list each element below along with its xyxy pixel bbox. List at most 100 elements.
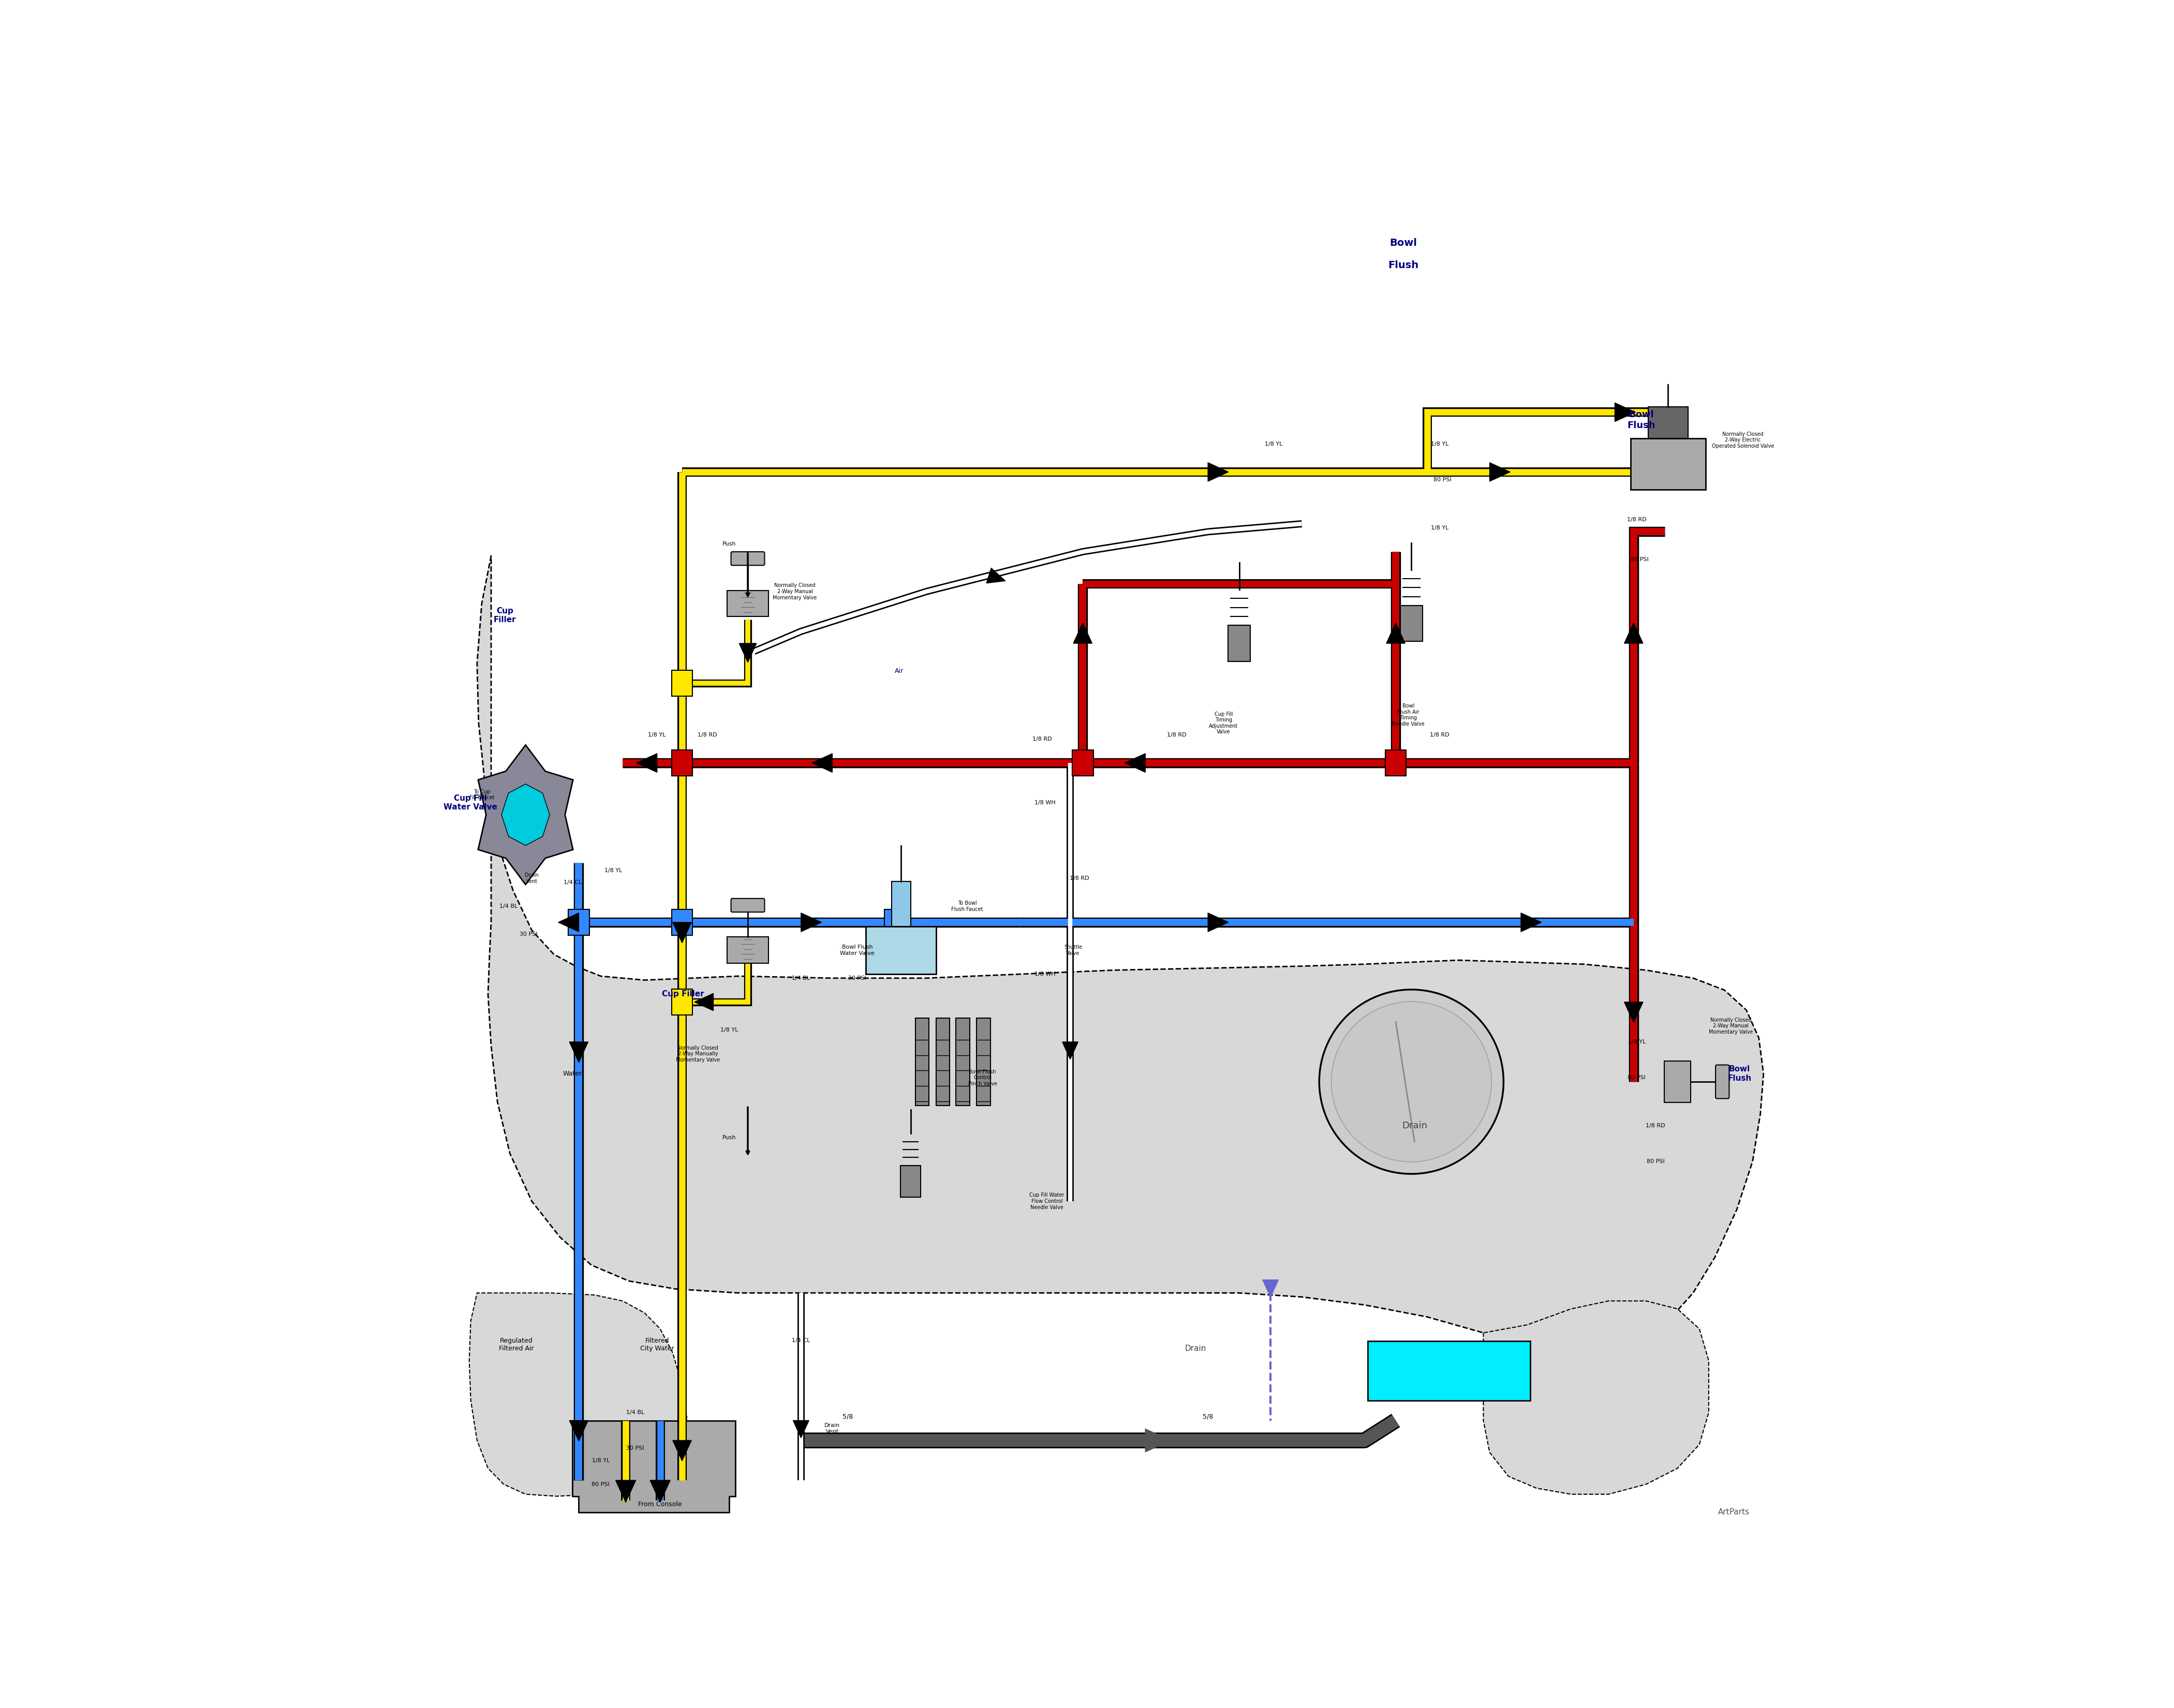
FancyBboxPatch shape (730, 898, 765, 912)
FancyBboxPatch shape (672, 909, 694, 936)
FancyBboxPatch shape (1072, 750, 1094, 775)
Bar (891, 881, 911, 926)
FancyBboxPatch shape (1715, 1064, 1728, 1098)
Text: Drain
Vent: Drain Vent (824, 1423, 839, 1435)
Polygon shape (1624, 1003, 1644, 1023)
Text: 80 PSI: 80 PSI (1646, 1158, 1665, 1165)
FancyBboxPatch shape (885, 909, 904, 936)
Text: Drain: Drain (1185, 1344, 1207, 1353)
Text: Bowl
Flush: Bowl Flush (1728, 1066, 1752, 1083)
Text: Shuttle
Valve: Shuttle Valve (1063, 945, 1083, 956)
Text: 1/4 BL: 1/4 BL (500, 904, 517, 909)
Polygon shape (794, 1421, 809, 1438)
FancyBboxPatch shape (672, 670, 694, 697)
FancyBboxPatch shape (672, 750, 694, 775)
Polygon shape (570, 1421, 589, 1442)
Text: 1/8 YL: 1/8 YL (591, 1457, 609, 1464)
Text: Normally Closed
2-Way Manually
Momentary Valve: Normally Closed 2-Way Manually Momentary… (676, 1045, 720, 1062)
Polygon shape (478, 745, 574, 885)
Polygon shape (1263, 1279, 1278, 1296)
FancyBboxPatch shape (1665, 1061, 1691, 1102)
Text: Normally Closed
2-Way Electric
Operated Solenoid Valve: Normally Closed 2-Way Electric Operated … (1711, 432, 1774, 449)
FancyBboxPatch shape (730, 552, 765, 565)
Bar (915, 1018, 928, 1105)
Polygon shape (739, 644, 757, 663)
Text: Bowl: Bowl (1389, 237, 1417, 248)
Text: 5/8: 5/8 (844, 1413, 852, 1419)
Text: 5/8: 5/8 (1202, 1413, 1213, 1419)
Circle shape (1320, 989, 1504, 1173)
Text: 30 PSI: 30 PSI (848, 975, 865, 980)
Polygon shape (559, 912, 578, 933)
Text: 1/8 WH: 1/8 WH (1035, 972, 1057, 977)
Polygon shape (637, 753, 657, 772)
Text: 1/4 BL: 1/4 BL (791, 975, 811, 980)
Polygon shape (1146, 1430, 1170, 1452)
Polygon shape (476, 555, 1763, 1349)
Polygon shape (572, 1421, 735, 1512)
Polygon shape (1483, 1301, 1709, 1494)
Text: 1/8 RD: 1/8 RD (1033, 736, 1052, 741)
Text: 1/4 CL: 1/4 CL (791, 1337, 811, 1344)
Text: 1/8 YL: 1/8 YL (1628, 1038, 1646, 1045)
Polygon shape (1063, 1042, 1078, 1059)
Text: 1/4 BL: 1/4 BL (626, 1409, 644, 1416)
Text: Air: Air (896, 668, 904, 675)
Polygon shape (672, 1440, 691, 1460)
Text: 1/8 YL: 1/8 YL (720, 1027, 737, 1033)
Polygon shape (1124, 753, 1146, 772)
Bar (976, 1018, 991, 1105)
Text: Water: Water (563, 1071, 583, 1078)
Text: 1/8 YL: 1/8 YL (1430, 441, 1448, 447)
Text: 1/8 RD: 1/8 RD (1430, 733, 1450, 738)
Text: 1/8 RD: 1/8 RD (698, 733, 717, 738)
Polygon shape (570, 1042, 589, 1062)
Text: 1/8 RD: 1/8 RD (1167, 733, 1187, 738)
Text: Regulated
Filtered Air: Regulated Filtered Air (498, 1337, 533, 1353)
Bar (900, 1165, 920, 1197)
Polygon shape (502, 784, 550, 845)
Text: Cup Fill Water
Flow Control
Needle Valve: Cup Fill Water Flow Control Needle Valve (1030, 1192, 1065, 1209)
Text: 1/8 RD: 1/8 RD (1070, 876, 1089, 881)
FancyBboxPatch shape (1385, 750, 1407, 775)
Text: 1/8 RD: 1/8 RD (1646, 1122, 1665, 1129)
Text: Filtered
City Water: Filtered City Water (639, 1337, 674, 1353)
Text: To Cup
Fill Faucet: To Cup Fill Faucet (470, 789, 493, 801)
Polygon shape (694, 994, 713, 1011)
Polygon shape (1489, 463, 1511, 482)
Bar (1630, 439, 1707, 490)
Text: 1/8 WH: 1/8 WH (1035, 799, 1057, 806)
Circle shape (1330, 1001, 1491, 1161)
Text: Bowl Flush
Water Valve: Bowl Flush Water Valve (839, 945, 874, 956)
Text: 80 PSI: 80 PSI (1630, 557, 1648, 562)
Text: 1/8 YL: 1/8 YL (1265, 441, 1283, 447)
Text: Cup
Filler: Cup Filler (493, 606, 515, 623)
Text: Flush: Flush (1389, 260, 1420, 270)
Text: Cup Filler: Cup Filler (661, 991, 704, 997)
Text: Normally Closed
2-Way Manual
Momentary Valve: Normally Closed 2-Way Manual Momentary V… (772, 582, 817, 600)
Text: ArtParts: ArtParts (1717, 1508, 1750, 1517)
Text: 30 PSI: 30 PSI (626, 1445, 644, 1452)
Text: 80 PSI: 80 PSI (1628, 1074, 1646, 1081)
Bar (957, 1018, 970, 1105)
Bar (865, 926, 937, 974)
FancyBboxPatch shape (672, 989, 694, 1015)
Bar (1648, 407, 1687, 439)
Bar (1400, 606, 1422, 642)
Polygon shape (800, 912, 822, 933)
Text: Push: Push (722, 1134, 735, 1141)
Text: Bowl
Flush: Bowl Flush (1628, 410, 1657, 430)
FancyBboxPatch shape (672, 750, 694, 775)
Text: Cup Fill
Water Valve: Cup Fill Water Valve (443, 794, 498, 811)
Text: Push: Push (722, 541, 735, 547)
Text: From Console: From Console (639, 1501, 683, 1508)
Polygon shape (987, 569, 1004, 582)
Text: 1/8 RD: 1/8 RD (1626, 518, 1646, 523)
Polygon shape (1074, 623, 1091, 644)
Text: 1/4 CL: 1/4 CL (563, 880, 583, 885)
Bar (937, 1018, 950, 1105)
Polygon shape (1367, 1341, 1530, 1401)
Text: 1/8 YL: 1/8 YL (1430, 524, 1448, 531)
FancyBboxPatch shape (726, 938, 767, 963)
Text: 30 PSI: 30 PSI (520, 931, 537, 938)
